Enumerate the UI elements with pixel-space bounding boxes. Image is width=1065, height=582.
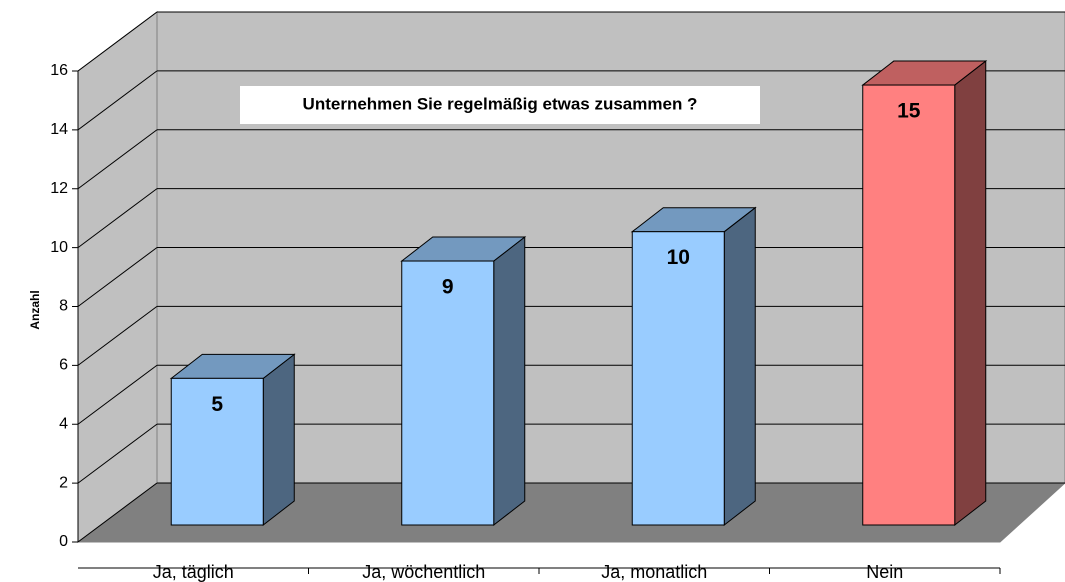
grid-line	[77, 11, 158, 72]
bar	[170, 377, 264, 526]
bar-side	[493, 236, 526, 527]
bar-side	[954, 60, 987, 527]
x-tick-label: Ja, monatlich	[601, 562, 707, 582]
x-tick-label: Nein	[866, 562, 903, 582]
value-label: 15	[897, 100, 921, 123]
chart-title: Unternehmen Sie regelmäßig etwas zusamme…	[303, 94, 698, 113]
grid-line	[77, 482, 158, 543]
grid-line	[77, 129, 158, 190]
x-tick-label: Ja, wöchentlich	[362, 562, 485, 582]
value-label: 9	[442, 276, 454, 299]
y-tick-label: 2	[59, 474, 68, 491]
y-tick-label: 16	[50, 62, 68, 79]
y-tick-label: 14	[50, 121, 68, 138]
y-tick-label: 10	[50, 239, 68, 256]
grid-line	[77, 188, 158, 249]
bar-side	[262, 353, 295, 527]
value-label: 10	[667, 246, 690, 269]
y-tick-label: 12	[50, 180, 68, 197]
bar	[862, 84, 956, 526]
y-tick-label: 0	[59, 533, 68, 550]
grid-line	[77, 364, 158, 425]
y-tick-label: 8	[59, 298, 68, 315]
y-tick-label: 4	[59, 415, 68, 432]
plot-background	[76, 11, 1065, 543]
title-box	[240, 86, 760, 124]
grid-line	[77, 247, 158, 307]
x-tick-label: Ja, täglich	[153, 562, 234, 582]
bar-side	[723, 206, 756, 527]
value-label: 5	[211, 393, 223, 416]
grid-line	[77, 70, 158, 131]
y-axis-label: Anzahl	[28, 290, 42, 329]
bar	[631, 231, 725, 526]
grid-line	[77, 423, 158, 484]
bar	[401, 260, 495, 526]
y-tick-label: 6	[59, 357, 68, 374]
grid-line	[77, 305, 158, 366]
